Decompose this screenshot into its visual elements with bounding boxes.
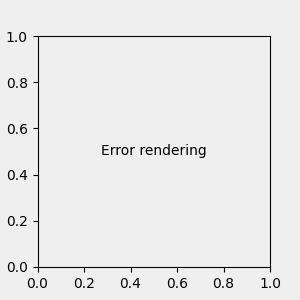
Text: Error rendering: Error rendering xyxy=(101,145,207,158)
